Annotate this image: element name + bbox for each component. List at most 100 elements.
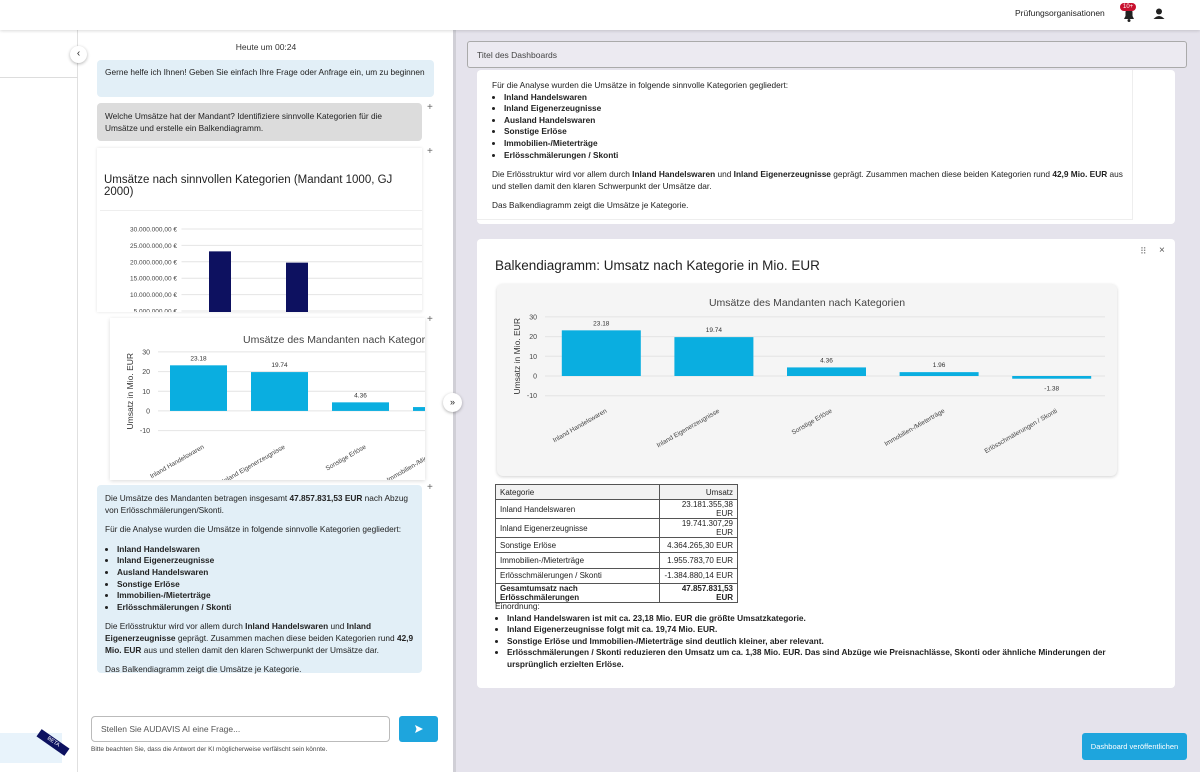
organisation-menu[interactable]: Prüfungsorganisationen [1015,8,1105,18]
bar [561,330,641,376]
text-segment: Die Erlösstruktur wird vor allem durch [492,169,633,180]
assistant-summary: Die Umsätze des Mandanten betragen insge… [97,485,422,675]
publish-button[interactable]: Dashboard veröffentlichen [1082,733,1187,760]
bell-icon[interactable] [1120,4,1142,24]
table-cell: 4.364.265,30 EUR [658,537,739,554]
data-label: 23.18 [593,320,610,327]
text-segment: . [714,624,718,635]
category-item: Inland Handelswaren [504,92,1132,104]
x-tick-label: Sonstige Erlöse [791,407,834,436]
category-item: Sonstige Erlöse [504,126,1132,138]
data-label: 4.36 [820,357,833,364]
y-tick-label: -10 [140,428,150,435]
text-segment: geprägt. Zusammen machen diese beiden Ka… [175,632,397,643]
send-icon [415,725,423,733]
category-item: Inland Eigenerzeugnisse [117,555,414,567]
y-axis-label: Umsatz in Mio. EUR [125,353,135,430]
y-axis-label: Umsatz in Mio. EUR [512,318,522,395]
table-cell: 19.741.307,29 EUR [658,518,739,539]
category-item: Immobilien-/Mieterträge [117,590,414,602]
y-tick-label: -10 [527,393,537,400]
dashboard-panel: Titel des Dashboards Für die Analyse wur… [456,30,1200,772]
add-to-dashboard[interactable]: + [427,102,433,113]
x-tick-label: Erlösschmälerungen / Skonti [984,408,1059,455]
table-cell: Inland Handelswaren [495,499,660,520]
bar [413,407,425,411]
widget-title: Balkendiagramm: Umsatz nach Kategorie in… [495,258,820,273]
summary-structure: Die Erlösstruktur wird vor allem durch I… [492,169,1132,192]
bar [1012,375,1092,379]
category-item: Ausland Handelswaren [117,567,414,579]
add-to-dashboard[interactable]: + [427,146,433,157]
dashboard-title-input[interactable]: Titel des Dashboards [467,41,1187,68]
x-tick-label: Immobilien-/Mieterträge [883,407,946,447]
bold-segment: Immobilien-/Mieterträge [589,635,684,646]
user-icon[interactable] [1152,7,1166,21]
summary-closing: Das Balkendiagramm zeigt die Umsätze je … [492,200,689,211]
chart-card-title: Umsätze nach sinnvollen Kategorien (Mand… [104,174,393,198]
x-tick-label: Immobilien-/Mieterträge [386,443,425,480]
classification-item: Inland Handelswaren ist mit ca. 23,18 Mi… [507,613,1135,625]
text-segment: . Das sind Abzüge wie Preisnachlässe, Sk… [507,647,1106,669]
bold-segment: 42,9 Mio. EUR [1052,169,1108,180]
bar [170,365,227,411]
expand-panel-button[interactable]: » [443,393,462,412]
bold-segment: Inland Handelswaren [245,621,329,632]
x-tick-label: Sonstige Erlöse [325,443,368,472]
table-row: Inland Handelswaren 23.181.355,38 EUR [495,499,739,520]
category-item: Erlösschmälerungen / Skonti [504,150,1132,162]
data-label: 23.18 [190,355,207,362]
chat-input[interactable]: Stellen Sie AUDAVIS AI eine Frage... [91,716,390,742]
bold-segment: Inland Handelswaren [507,612,590,623]
bar [899,372,979,376]
category-list: Inland HandelswarenInland Eigenerzeugnis… [105,544,414,614]
table-cell: Erlösschmälerungen / Skonti [495,567,660,584]
text-segment: geprägt. Zusammen machen diese beiden Ka… [830,169,1053,180]
summary-closing: Das Balkendiagramm zeigt die Umsätze je … [105,664,302,675]
summary-structure: Die Erlösstruktur wird vor allem durch I… [105,621,414,656]
overview-chart: 5.000.000,00 € 10.000.000,00 € 15.000.000,… [100,210,422,312]
text-card-inner [477,70,1133,220]
data-label: 1.96 [933,362,946,369]
chat-chart-card: Umsätze des Mandanten nach Kategorien Ums… [110,318,425,480]
x-tick-label: Inland Eigenerzeugnisse [221,443,286,480]
chart-widget: ⠿ × Balkendiagramm: Umsatz nach Kategori… [477,239,1175,688]
x-tick-label: Inland Handelswaren [149,443,206,480]
bold-segment: Inland Handelswaren [632,169,716,180]
bold-segment: 1,38 Mio. EUR [745,647,801,658]
table-total-cell: Gesamtumsatz nach Erlösschmälerungen [495,582,660,603]
text-segment: die größte Umsatzkategorie. [692,612,806,623]
classification-list: Inland Handelswaren ist mit ca. 23,18 Mi… [495,613,1135,671]
bold-segment: Inland Eigenerzeugnisse [507,624,605,635]
table-row: Inland Eigenerzeugnisse 19.741.307,29 EUR [495,518,739,539]
sidebar-divider [0,77,78,78]
notification-badge: 10+ [1120,3,1137,11]
drag-handle[interactable]: ⠿ [1140,246,1147,256]
bar [674,337,754,376]
category-item: Erlösschmälerungen / Skonti [117,602,414,614]
table-header-cell: Umsatz [658,483,739,501]
table-cell: Inland Eigenerzeugnisse [495,518,660,539]
add-to-dashboard[interactable]: + [427,314,433,325]
text-card-content: Für die Analyse wurden die Umsätze in fo… [492,80,1132,220]
send-button[interactable] [399,716,438,742]
text-segment: und [569,635,590,646]
data-label: 19.74 [271,362,288,369]
close-widget[interactable]: × [1159,245,1165,256]
text-segment: Die Erlösstruktur wird vor allem durch [105,621,246,632]
table-header-cell: Kategorie [495,483,660,501]
text-segment: und [328,621,347,632]
data-label: 4.36 [354,392,367,399]
user-message: Welche Umsätze hat der Mandant? Identifi… [97,103,422,141]
text-segment: nach Abzug von Erlösschmälerungen/Skonti… [105,493,409,515]
add-to-dashboard[interactable]: + [427,482,433,493]
text-segment: und [715,169,734,180]
chart-title: Umsätze des Mandanten nach Kategorien [243,334,425,346]
chat-timestamp: Heute um 00:24 [235,42,297,52]
y-tick-label: 30 [529,314,537,321]
collapse-sidebar-button[interactable]: ‹ [70,46,87,63]
text-segment: Die Umsätze des Mandanten betragen insge… [105,493,290,503]
chat-disclaimer: Bitte beachten Sie, dass die Antwort der… [91,746,328,753]
